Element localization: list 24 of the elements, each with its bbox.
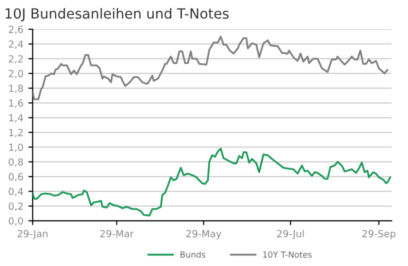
- y-tick-label: 2,4: [8, 40, 24, 49]
- y-tick-label: 2,2: [8, 55, 23, 64]
- chart-title: 10J Bundesanleihen und T-Notes: [6, 8, 229, 22]
- x-tick-label: 29-May: [186, 230, 222, 240]
- legend-label: Bunds: [180, 251, 206, 258]
- y-tick-label: 0,0: [8, 217, 23, 226]
- line-series: [32, 148, 392, 217]
- y-tick-label: 1,6: [9, 99, 23, 108]
- y-tick-label: 1,8: [9, 84, 23, 94]
- x-tick-label: 29-Mar: [100, 230, 134, 238]
- y-tick-label: 2,0: [8, 70, 23, 78]
- y-tick-label: 1,4: [9, 114, 24, 122]
- y-tick-label: 2,6: [8, 26, 23, 34]
- line-series: [32, 36, 388, 100]
- legend-label: 10Y T-Notes: [263, 251, 312, 258]
- y-tick-label: 0,2: [8, 202, 23, 211]
- x-tick-label: 29-Jul: [277, 230, 304, 240]
- y-tick-label: 0,6: [8, 173, 23, 182]
- y-tick-label: 0,8: [8, 158, 23, 167]
- y-tick-label: 1,0: [9, 144, 23, 152]
- y-tick-label: 1,2: [9, 128, 23, 138]
- x-tick-label: 29-Jan: [18, 230, 48, 240]
- y-tick-label: 0,4: [8, 188, 24, 196]
- x-tick-label: 29-Sep: [362, 230, 396, 240]
